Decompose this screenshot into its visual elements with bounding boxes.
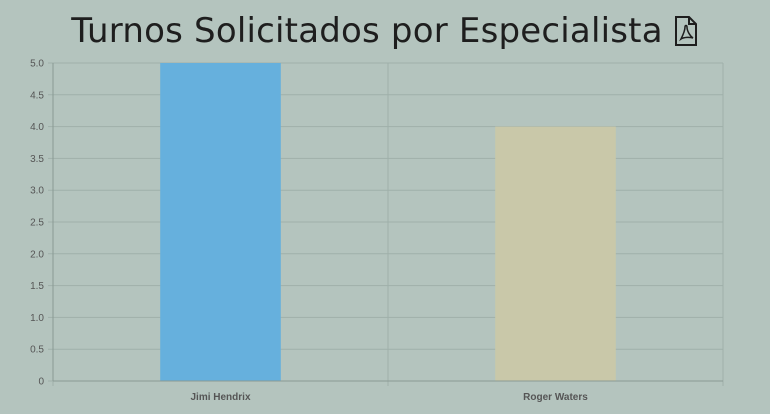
y-tick-label: 5.0 <box>30 59 44 70</box>
y-tick-label: 4.0 <box>30 122 44 133</box>
x-tick-label: Jimi Hendrix <box>190 392 250 403</box>
y-tick-label: 3.5 <box>30 154 44 165</box>
y-axis: 0 0.5 1.0 1.5 2.0 2.5 3.0 3.5 4.0 4.5 5.0 <box>30 59 54 388</box>
pdf-file-icon[interactable] <box>673 15 699 47</box>
chart-bars <box>160 63 616 381</box>
y-tick-label: 3.0 <box>30 186 44 197</box>
bar-roger-waters[interactable] <box>495 126 616 381</box>
chart-grid <box>48 62 724 386</box>
y-tick-label: 0 <box>38 377 44 388</box>
page-title: Turnos Solicitados por Especialista <box>71 11 663 51</box>
bar-jimi-hendrix[interactable] <box>160 63 281 381</box>
y-tick-label: 2.0 <box>30 249 44 260</box>
y-tick-label: 2.5 <box>30 218 44 229</box>
y-tick-label: 1.5 <box>30 281 44 292</box>
y-tick-label: 1.0 <box>30 313 44 324</box>
x-tick-label: Roger Waters <box>523 392 588 403</box>
x-axis: Jimi Hendrix Roger Waters <box>53 380 723 403</box>
y-tick-label: 0.5 <box>30 345 44 356</box>
title-row: Turnos Solicitados por Especialista <box>0 8 770 54</box>
y-tick-label: 4.5 <box>30 90 44 101</box>
